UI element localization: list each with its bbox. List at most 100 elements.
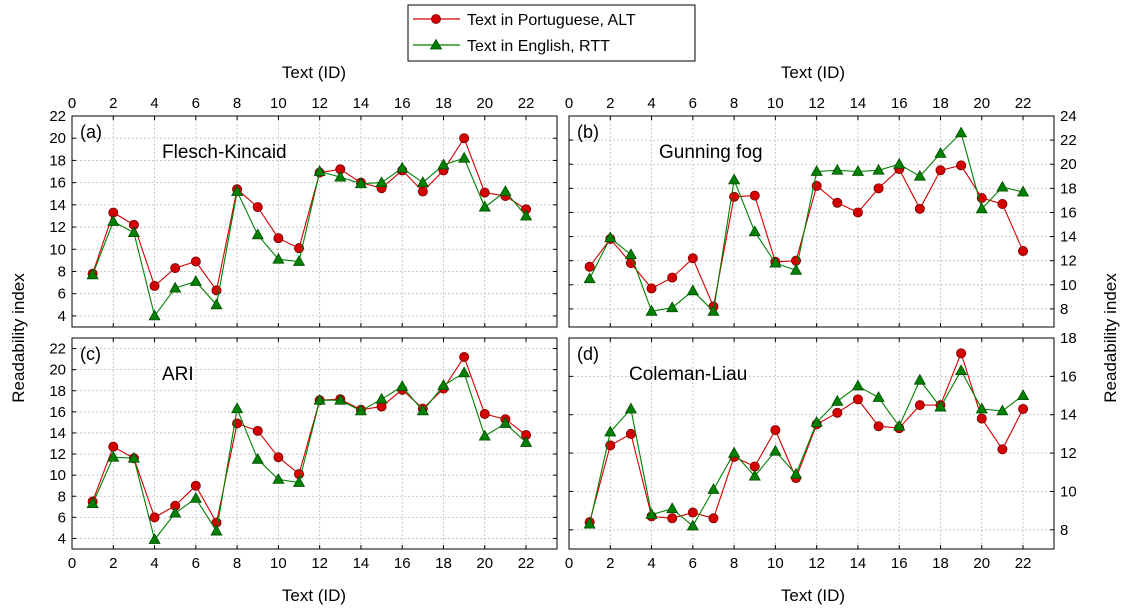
data-point [584,261,595,272]
data-point [955,126,968,138]
y-tick-label: 22 [49,108,66,125]
data-point [997,199,1008,210]
x-tick-label: 0 [68,555,76,572]
data-point [748,225,761,237]
data-point [273,233,284,244]
y-tick-label: 10 [1060,277,1077,294]
data-point [832,197,843,208]
x-tick-label: 20 [476,555,493,572]
data-point [831,163,844,175]
data-point [687,253,698,264]
series-line [589,351,1024,523]
panel-gunning-fog: 0 2 4 6 8 10 12 14 16 18 20 2281012141618202224(b)G… [565,95,1077,328]
data-point [873,183,884,194]
data-point [687,507,698,518]
x-tick-label: 0 [565,95,573,112]
data-point [170,263,181,274]
data-point [334,393,347,405]
data-point [728,173,741,185]
data-point [292,255,306,266]
data-point [108,441,119,452]
bottom-right-xlabel: Text (ID) [781,586,845,605]
x-tick-label: 0 [68,95,76,112]
data-point [190,480,201,491]
y-tick-label: 18 [1060,330,1077,347]
panel-ari: 0 2 4 6 8 10 12 14 16 18 20 22 4 6 8 10 12 14 16 18 20 22 (c) A… [49,337,558,572]
data-point [851,379,865,391]
data-point [1018,403,1029,414]
data-point [625,428,636,439]
data-point [913,373,926,385]
data-point [624,248,637,260]
series-line [589,369,1024,527]
x-tick-label: 22 [518,95,535,112]
data-point [375,392,388,404]
y-tick-label: 8 [1060,301,1068,318]
data-point [127,451,140,463]
data-point [1018,246,1029,257]
x-tick-label: 6 [689,555,697,572]
data-point [458,151,471,163]
x-tick-label: 4 [647,95,655,112]
x-tick-label: 18 [932,95,949,112]
legend-marker-portuguese [431,14,441,24]
x-tick-label: 22 [1015,555,1032,572]
data-point [127,226,140,238]
data-point [354,404,368,416]
data-point [748,469,761,481]
data-point [686,284,699,296]
x-tick-label: 2 [606,555,614,572]
y-tick-label: 6 [58,509,66,526]
panel-title: ARI [162,364,194,385]
data-point [313,393,326,405]
data-point [251,452,264,464]
right-ylabel: Readability index [1101,273,1120,403]
x-tick-label: 16 [394,95,411,112]
data-point [272,472,285,484]
data-point [646,283,657,294]
x-tick-label: 2 [109,95,117,112]
data-point [437,158,450,170]
y-tick-label: 20 [49,362,66,379]
series-ari-english [86,366,533,544]
data-point [645,508,658,519]
x-tick-label: 18 [435,555,452,572]
data-point [667,513,678,524]
series-flesch-kincaid-english [86,151,533,321]
data-point [728,446,741,458]
data-point [789,467,803,479]
data-point [189,275,202,286]
x-tick-label: 10 [767,555,784,572]
data-point [210,298,223,310]
data-point [459,133,470,144]
data-point [810,165,823,176]
data-point [479,408,490,419]
data-point [272,252,285,264]
x-tick-label: 18 [932,555,949,572]
data-point [934,400,947,412]
data-point [770,425,781,436]
data-point [252,425,263,436]
data-point [190,256,201,267]
data-point [997,444,1008,455]
data-point [417,186,428,197]
data-point [976,413,987,424]
legend-entry-portuguese: Text in Portuguese, ALT [413,12,636,29]
data-point [189,491,202,503]
data-point [416,176,429,188]
data-point [913,169,926,181]
x-tick-label: 16 [891,95,908,112]
data-point [149,280,160,291]
data-point [458,366,471,378]
data-point [107,215,120,226]
y-tick-label: 12 [49,219,66,236]
x-tick-label: 12 [808,95,825,112]
series-line [92,355,527,525]
data-point [231,402,244,414]
x-tick-label: 8 [233,555,241,572]
x-tick-label: 4 [150,95,158,112]
legend-label-english: Text in English, RTT [467,38,610,55]
y-tick-label: 14 [1060,229,1077,246]
y-tick-label: 18 [1060,180,1077,197]
data-point [935,165,946,176]
